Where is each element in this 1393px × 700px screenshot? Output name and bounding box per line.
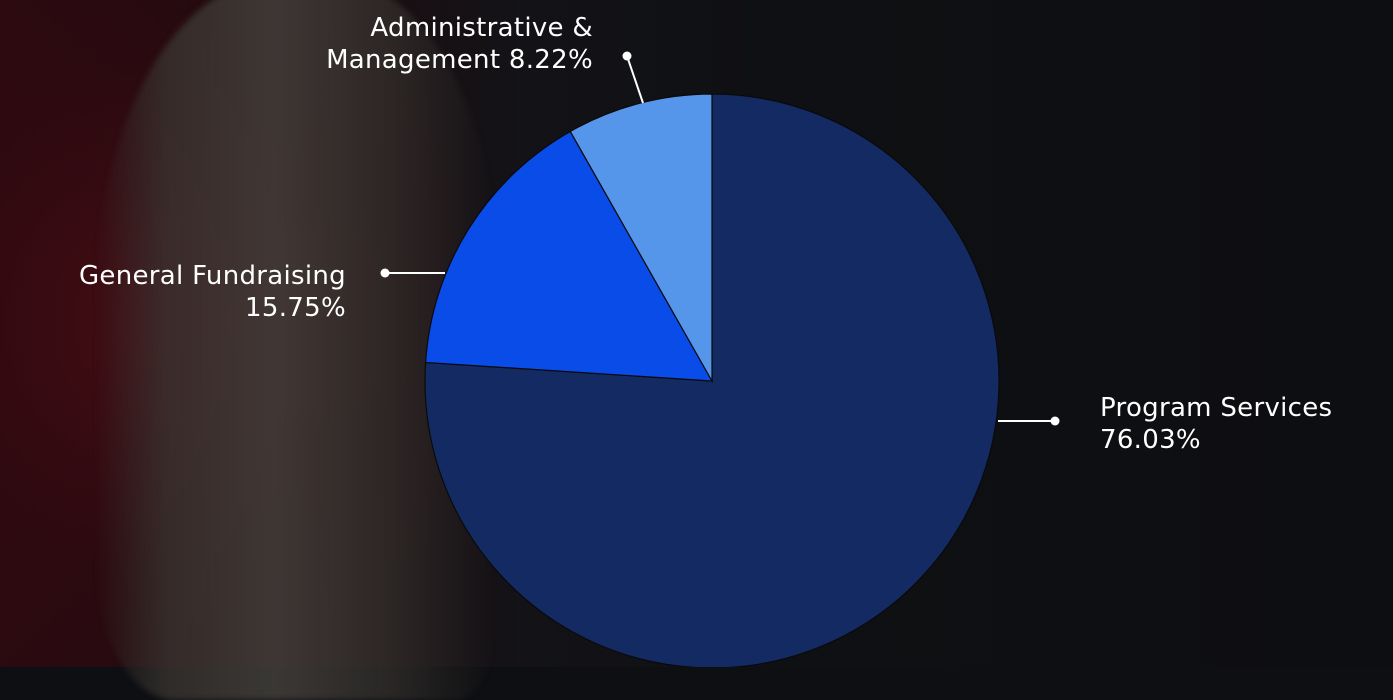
leader-administrative-management xyxy=(626,55,644,104)
label-general-fundraising: General Fundraising 15.75% xyxy=(79,260,346,324)
slice-general-fundraising xyxy=(424,130,714,382)
label-administrative-line1: Administrative & xyxy=(370,13,593,43)
label-program-line2: 76.03% xyxy=(1100,425,1201,455)
leader-general-fundraising-dot xyxy=(380,268,390,278)
label-administrative-line2: Management 8.22% xyxy=(326,45,593,75)
label-administrative-management: Administrative & Management 8.22% xyxy=(326,12,593,76)
slice-administrative-management xyxy=(569,93,713,384)
leader-program-services-dot xyxy=(1050,416,1060,426)
pie-chart xyxy=(380,51,1060,667)
label-program-services: Program Services 76.03% xyxy=(1100,392,1332,456)
label-fundraising-line1: General Fundraising xyxy=(78,261,346,291)
label-fundraising-line2: 15.75% xyxy=(245,293,346,323)
leader-administrative-management-dot xyxy=(622,51,632,61)
label-program-line1: Program Services xyxy=(1100,393,1333,423)
